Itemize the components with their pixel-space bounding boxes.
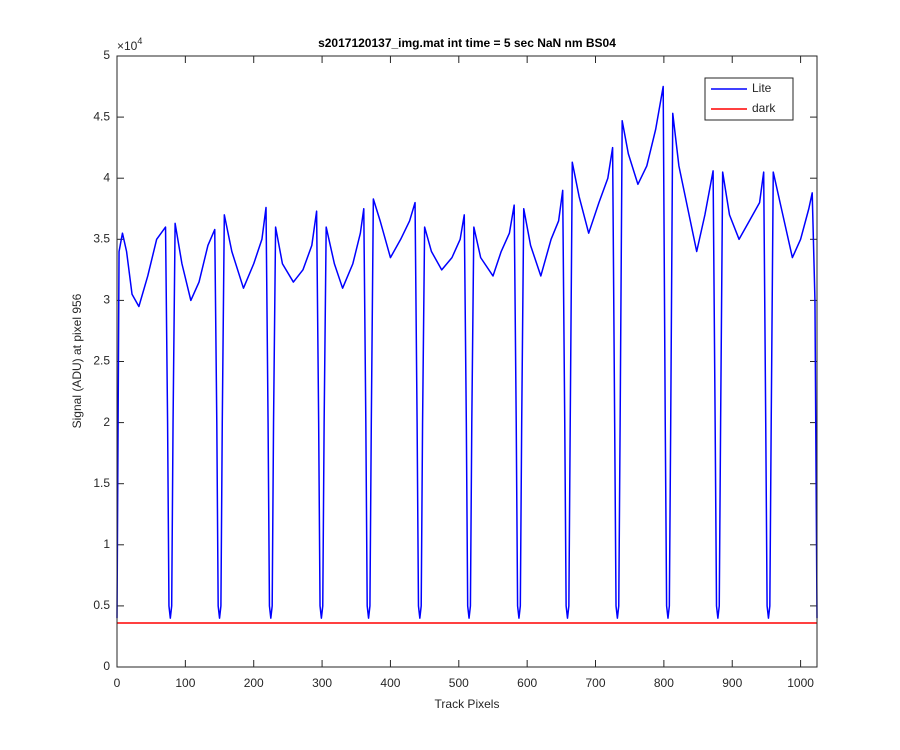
x-tick-label: 1000 xyxy=(787,676,814,690)
x-axis-label: Track Pixels xyxy=(435,697,500,711)
y-tick-label: 1 xyxy=(103,537,110,551)
y-tick-label: 4.5 xyxy=(93,109,110,123)
y-tick-label: 3.5 xyxy=(93,231,110,245)
y-multiplier-exponent: 4 xyxy=(137,36,142,46)
legend-label: Lite xyxy=(752,81,772,95)
y-tick-label: 5 xyxy=(103,48,110,62)
x-tick-label: 400 xyxy=(380,676,400,690)
x-tick-label: 900 xyxy=(722,676,742,690)
legend-label: dark xyxy=(752,101,776,115)
y-tick-label: 0 xyxy=(103,659,110,673)
x-tick-label: 0 xyxy=(114,676,121,690)
y-tick-label: 2.5 xyxy=(93,354,110,368)
x-tick-label: 700 xyxy=(586,676,606,690)
y-axis-label: Signal (ADU) at pixel 956 xyxy=(70,293,84,428)
y-tick-label: 1.5 xyxy=(93,476,110,490)
x-tick-label: 200 xyxy=(244,676,264,690)
axes-box xyxy=(116,55,818,668)
x-tick-label: 300 xyxy=(312,676,332,690)
y-tick-label: 3 xyxy=(103,293,110,307)
y-multiplier: ×104 xyxy=(117,36,142,53)
x-tick-label: 800 xyxy=(654,676,674,690)
chart-title: s2017120137_img.mat int time = 5 sec NaN… xyxy=(318,36,616,50)
x-tick-label: 600 xyxy=(517,676,537,690)
y-tick-label: 4 xyxy=(103,170,110,184)
legend-box xyxy=(704,77,794,121)
data-line xyxy=(116,85,818,619)
y-multiplier-base: ×10 xyxy=(117,39,138,53)
x-tick-label: 100 xyxy=(175,676,195,690)
x-tick-label: 500 xyxy=(449,676,469,690)
y-tick-label: 2 xyxy=(103,415,110,429)
y-tick-label: 0.5 xyxy=(93,598,110,612)
